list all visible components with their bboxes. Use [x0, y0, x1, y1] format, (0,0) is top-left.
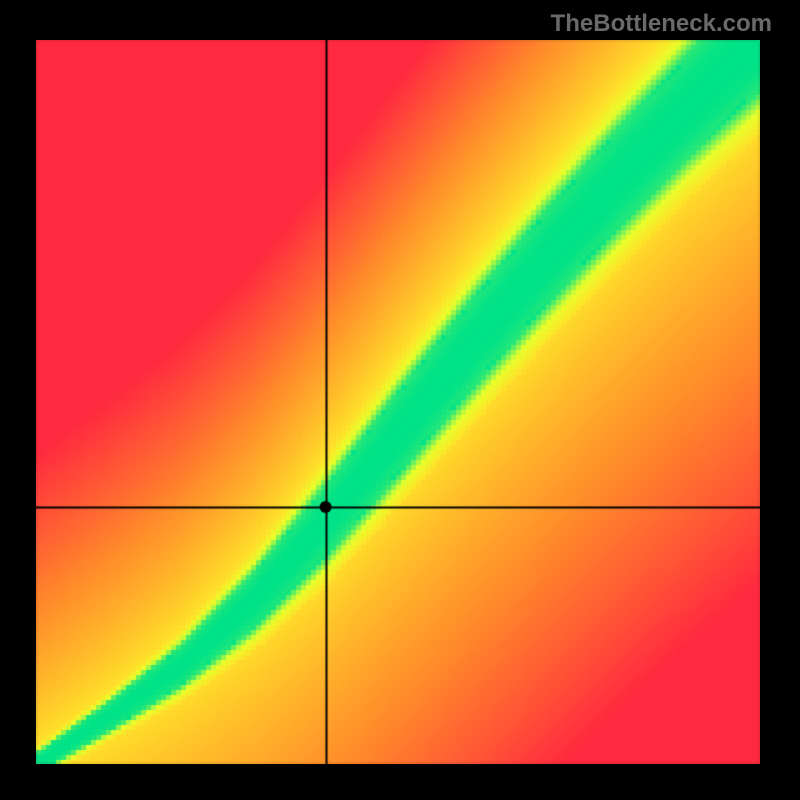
- bottleneck-heatmap: [36, 40, 760, 764]
- chart-container: { "watermark": { "text": "TheBottleneck.…: [0, 0, 800, 800]
- watermark-text: TheBottleneck.com: [551, 10, 772, 38]
